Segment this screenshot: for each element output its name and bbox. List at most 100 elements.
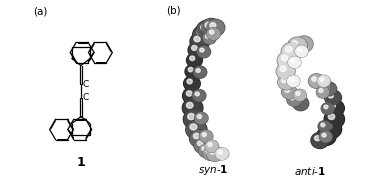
Circle shape [317,87,329,97]
Circle shape [322,120,341,138]
Circle shape [200,48,204,52]
Circle shape [202,133,206,137]
Circle shape [295,46,308,57]
Circle shape [296,92,300,95]
Circle shape [322,133,326,137]
Text: (a): (a) [33,7,48,17]
Circle shape [291,59,295,63]
Circle shape [324,105,328,109]
Circle shape [320,132,332,142]
Circle shape [286,46,292,52]
Circle shape [203,32,216,44]
Circle shape [203,146,218,160]
Circle shape [329,103,335,109]
Circle shape [185,65,201,78]
Circle shape [187,79,192,84]
Circle shape [182,99,203,117]
Circle shape [308,74,325,88]
Circle shape [326,100,344,117]
Circle shape [210,149,215,154]
Circle shape [291,41,298,46]
Circle shape [279,75,294,89]
Circle shape [187,54,202,67]
Circle shape [325,111,344,128]
Circle shape [206,146,223,161]
Circle shape [183,99,202,116]
Circle shape [192,90,206,102]
Circle shape [208,143,212,147]
Circle shape [289,57,300,68]
Circle shape [186,120,207,139]
Circle shape [293,97,308,110]
Circle shape [206,141,218,152]
Circle shape [194,36,200,42]
Circle shape [197,115,202,119]
Circle shape [321,120,342,138]
Circle shape [197,29,204,35]
Circle shape [317,75,330,87]
Circle shape [194,67,206,78]
Circle shape [194,26,213,43]
Circle shape [183,110,205,129]
Circle shape [190,130,208,147]
Circle shape [194,133,200,139]
Circle shape [325,123,332,130]
Circle shape [193,90,205,101]
Circle shape [295,36,313,52]
Text: 1: 1 [77,157,85,169]
Circle shape [190,130,209,147]
Circle shape [290,95,295,100]
Circle shape [215,148,229,160]
Circle shape [319,89,323,92]
Circle shape [282,55,288,61]
Circle shape [207,147,222,161]
Circle shape [296,46,307,57]
Circle shape [188,113,195,120]
Circle shape [192,46,197,51]
Circle shape [218,150,222,154]
Circle shape [290,78,294,81]
Circle shape [319,79,323,83]
Circle shape [201,18,222,37]
Circle shape [317,128,335,145]
Circle shape [287,93,301,106]
Circle shape [202,146,207,151]
Circle shape [312,77,317,81]
Circle shape [287,76,299,87]
Circle shape [206,149,211,154]
Circle shape [280,66,286,72]
Circle shape [319,121,330,132]
Text: $\mathit{anti}$-$\mathbf{1}$: $\mathit{anti}$-$\mathbf{1}$ [294,165,326,177]
Circle shape [324,110,344,128]
Circle shape [195,92,199,96]
Text: $\mathit{syn}$-$\mathbf{1}$: $\mathit{syn}$-$\mathbf{1}$ [198,163,229,177]
Circle shape [195,138,211,153]
Circle shape [296,37,312,51]
Circle shape [318,76,330,86]
Circle shape [198,46,210,57]
Circle shape [187,121,206,138]
Circle shape [197,20,218,40]
Circle shape [322,83,336,95]
Circle shape [278,75,295,90]
Circle shape [299,39,304,44]
Circle shape [293,89,306,101]
Circle shape [316,128,336,145]
Circle shape [325,90,342,105]
Circle shape [309,74,324,88]
Circle shape [311,132,329,149]
Circle shape [321,82,337,96]
Circle shape [205,140,219,152]
Circle shape [205,22,212,28]
Circle shape [188,42,206,58]
Circle shape [281,78,287,83]
Circle shape [184,76,200,91]
Circle shape [196,69,200,72]
Circle shape [204,33,216,43]
Circle shape [200,131,212,142]
Circle shape [316,77,330,89]
Circle shape [207,20,224,35]
Circle shape [287,75,300,87]
Circle shape [186,65,200,78]
Circle shape [276,63,295,80]
